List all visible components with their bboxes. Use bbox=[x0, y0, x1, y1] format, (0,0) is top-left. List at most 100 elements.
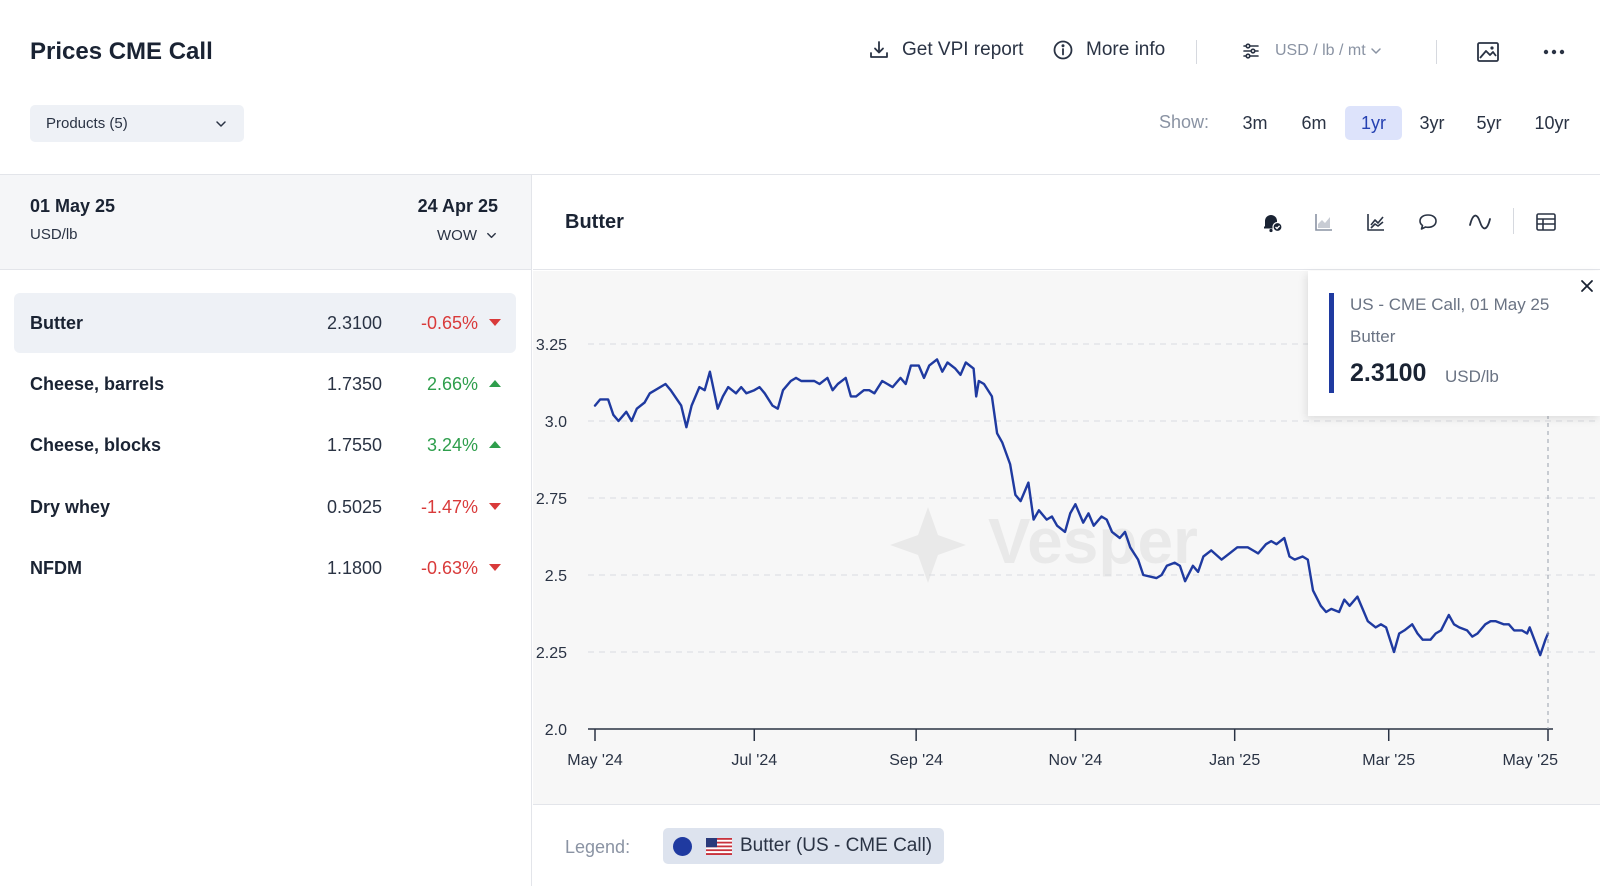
y-tick-label: 2.25 bbox=[536, 645, 567, 662]
comment-button[interactable] bbox=[1415, 209, 1441, 235]
table-view-button[interactable] bbox=[1533, 209, 1559, 235]
svg-text:Vesper: Vesper bbox=[988, 505, 1198, 577]
unit-label: USD/lb bbox=[30, 226, 78, 243]
tooltip-unit: USD/lb bbox=[1445, 367, 1499, 386]
y-tick-label: 2.5 bbox=[545, 568, 567, 585]
price-chart: Vesper 2.0 2.25 2.5 2.75 3.0 3.25 May '24 Jul '… bbox=[536, 271, 1600, 769]
alert-bell-icon bbox=[1264, 215, 1283, 233]
range-6m[interactable]: 6m bbox=[1301, 112, 1327, 133]
range-10yr[interactable]: 10yr bbox=[1534, 112, 1570, 133]
product-change: -1.47% bbox=[420, 497, 478, 517]
tooltip-series: US - CME Call, 01 May 25 bbox=[1350, 295, 1550, 314]
product-list-header: 01 May 25 USD/lb 24 Apr 25 WOW bbox=[0, 175, 531, 270]
chevron-down-icon bbox=[1370, 48, 1381, 54]
compare-mode-label: WOW bbox=[437, 227, 477, 244]
info-icon bbox=[1053, 40, 1073, 60]
get-vpi-report-label: Get VPI report bbox=[902, 39, 1024, 60]
smooth-line-icon bbox=[1469, 214, 1491, 230]
x-tick-label: Jul '24 bbox=[731, 752, 777, 769]
trend-chart-icon bbox=[1367, 214, 1384, 231]
trend-chart-button[interactable] bbox=[1363, 209, 1389, 235]
divider bbox=[1196, 40, 1197, 64]
page-title: Prices CME Call bbox=[30, 38, 213, 65]
y-tick-label: 3.0 bbox=[545, 414, 567, 431]
triangle-up-icon bbox=[489, 380, 501, 387]
y-tick-label: 3.25 bbox=[536, 337, 567, 354]
range-1yr[interactable]: 1yr bbox=[1345, 106, 1402, 140]
product-list-panel: 01 May 25 USD/lb 24 Apr 25 WOW Butter 2.… bbox=[0, 175, 532, 886]
ellipsis-icon bbox=[1543, 49, 1565, 55]
series-color-dot bbox=[673, 836, 692, 856]
more-options-button[interactable] bbox=[1540, 39, 1568, 65]
product-change: 3.24% bbox=[426, 435, 478, 455]
product-row-cheese-barrels[interactable]: Cheese, barrels 1.7350 2.66% bbox=[14, 354, 516, 414]
legend-bar: Legend: Butter (US - CME Call) bbox=[533, 806, 1600, 886]
product-row-butter[interactable]: Butter 2.3100 -0.65% bbox=[14, 293, 516, 353]
x-tick-label: May '24 bbox=[567, 752, 623, 769]
legend-label: Legend: bbox=[565, 837, 631, 857]
triangle-down-icon bbox=[489, 319, 501, 326]
current-date: 01 May 25 bbox=[30, 196, 116, 216]
table-icon bbox=[1536, 213, 1556, 231]
product-name: NFDM bbox=[30, 558, 82, 578]
comment-icon bbox=[1419, 214, 1437, 230]
triangle-down-icon bbox=[489, 564, 501, 571]
chevron-down-icon bbox=[216, 120, 226, 127]
product-change: 2.66% bbox=[426, 374, 478, 394]
area-chart-icon bbox=[1315, 214, 1332, 231]
range-5yr[interactable]: 5yr bbox=[1476, 112, 1502, 133]
divider bbox=[1436, 40, 1437, 64]
triangle-up-icon bbox=[489, 441, 501, 448]
chart-title: Butter bbox=[565, 211, 624, 233]
chart-header: Butter bbox=[533, 175, 1600, 270]
range-3yr[interactable]: 3yr bbox=[1419, 112, 1445, 133]
y-tick-label: 2.75 bbox=[536, 491, 567, 508]
product-change: -0.63% bbox=[420, 558, 478, 578]
x-tick-label: May '25 bbox=[1502, 752, 1558, 769]
product-name: Cheese, barrels bbox=[30, 374, 165, 394]
compare-date: 24 Apr 25 bbox=[417, 196, 498, 216]
image-icon bbox=[1477, 42, 1499, 62]
sliders-icon bbox=[1243, 43, 1259, 59]
products-label: Products (5) bbox=[46, 115, 128, 132]
export-image-button[interactable] bbox=[1474, 39, 1502, 65]
units-label: USD / lb / mt bbox=[1275, 42, 1366, 59]
us-flag-icon bbox=[706, 837, 732, 855]
area-chart-button[interactable] bbox=[1311, 209, 1337, 235]
product-row-cheese-blocks[interactable]: Cheese, blocks 1.7550 3.24% bbox=[14, 415, 516, 475]
chevron-down-icon bbox=[487, 232, 496, 239]
x-tick-label: Mar '25 bbox=[1362, 752, 1415, 769]
products-dropdown[interactable]: Products (5) bbox=[30, 105, 244, 142]
product-name: Dry whey bbox=[30, 497, 111, 517]
product-change: -0.65% bbox=[420, 313, 478, 333]
product-value: 1.7350 bbox=[326, 374, 382, 394]
product-value: 2.3100 bbox=[326, 313, 382, 333]
product-value: 1.1800 bbox=[326, 558, 382, 578]
product-row-dry-whey[interactable]: Dry whey 0.5025 -1.47% bbox=[14, 477, 516, 537]
x-tick-label: Nov '24 bbox=[1049, 752, 1103, 769]
top-bar: Prices CME Call Get VPI report More info… bbox=[0, 0, 1600, 175]
compare-mode-dropdown[interactable]: WOW bbox=[437, 227, 498, 244]
show-label: Show: bbox=[1159, 112, 1210, 132]
units-selector[interactable]: USD / lb / mt bbox=[1241, 41, 1383, 61]
more-info-button[interactable]: More info bbox=[1052, 39, 1165, 61]
download-icon bbox=[870, 41, 888, 58]
data-tooltip: US - CME Call, 01 May 25 Butter 2.3100 U… bbox=[1308, 271, 1600, 416]
product-name: Butter bbox=[30, 313, 83, 333]
legend-item-butter[interactable]: Butter (US - CME Call) bbox=[663, 828, 945, 864]
x-tick-label: Sep '24 bbox=[889, 752, 943, 769]
more-info-label: More info bbox=[1086, 39, 1166, 60]
close-icon bbox=[1581, 280, 1593, 292]
tooltip-series-bar bbox=[1329, 293, 1334, 393]
smooth-line-button[interactable] bbox=[1467, 209, 1493, 235]
triangle-down-icon bbox=[489, 503, 501, 510]
x-tick-label: Jan '25 bbox=[1209, 752, 1260, 769]
tooltip-close-button[interactable] bbox=[1578, 277, 1596, 295]
alert-button[interactable] bbox=[1259, 209, 1285, 235]
product-row-nfdm[interactable]: NFDM 1.1800 -0.63% bbox=[14, 538, 516, 598]
product-value: 0.5025 bbox=[326, 497, 382, 517]
range-3m[interactable]: 3m bbox=[1242, 112, 1268, 133]
divider bbox=[1513, 208, 1514, 234]
product-value: 1.7550 bbox=[326, 435, 382, 455]
get-vpi-report-button[interactable]: Get VPI report bbox=[868, 39, 1023, 61]
